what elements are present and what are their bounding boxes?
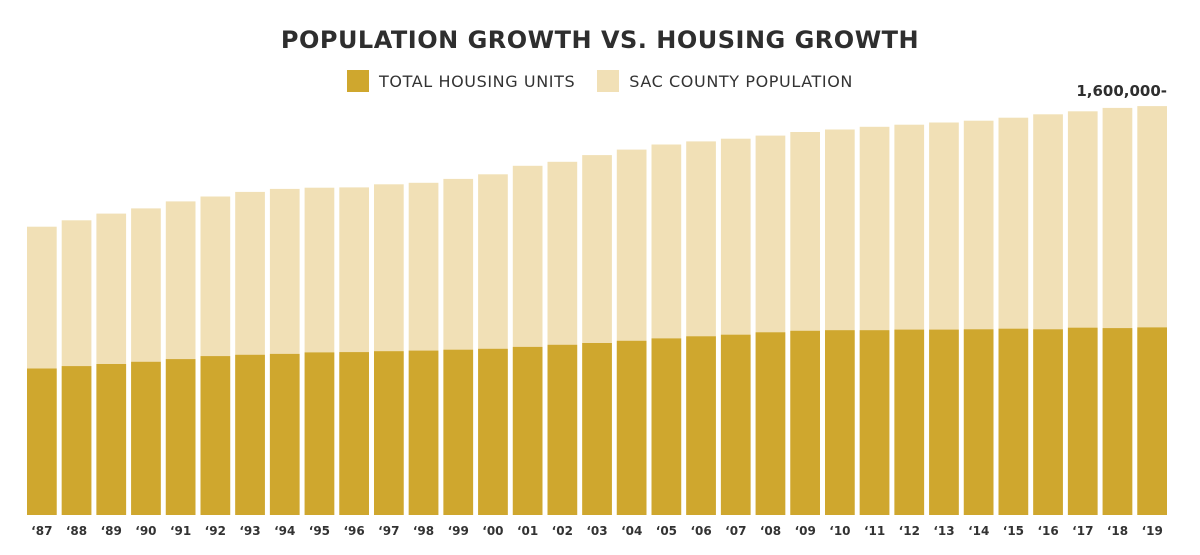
x-tick-label: ‘97 bbox=[378, 524, 399, 538]
bar-housing bbox=[408, 350, 439, 515]
x-tick-label: ‘05 bbox=[656, 524, 677, 538]
x-tick-label: ‘99 bbox=[448, 524, 469, 538]
bar-housing bbox=[61, 366, 92, 515]
x-tick-label: ‘98 bbox=[413, 524, 434, 538]
x-tick-label: ‘89 bbox=[101, 524, 122, 538]
chart-title: POPULATION GROWTH VS. HOUSING GROWTH bbox=[280, 26, 920, 54]
bar-housing bbox=[894, 329, 925, 515]
x-tick-label: ‘88 bbox=[66, 524, 87, 538]
bar-housing bbox=[269, 353, 300, 515]
x-tick-label: ‘16 bbox=[1037, 524, 1058, 538]
bar-housing bbox=[304, 352, 335, 515]
x-tick-label: ‘87 bbox=[31, 524, 52, 538]
bar-housing bbox=[165, 359, 196, 515]
bar-housing bbox=[1067, 327, 1098, 515]
x-tick-label: ‘92 bbox=[205, 524, 226, 538]
legend-item-population: SAC COUNTY POPULATION bbox=[597, 70, 853, 92]
bar-housing bbox=[825, 330, 855, 515]
x-tick-label: ‘19 bbox=[1142, 524, 1163, 538]
legend-swatch-housing bbox=[347, 70, 370, 92]
bar-housing bbox=[235, 354, 265, 515]
bar-housing bbox=[963, 329, 994, 515]
x-tick-label: ‘06 bbox=[690, 524, 711, 538]
x-tick-label: ‘90 bbox=[135, 524, 156, 538]
x-tick-label: ‘96 bbox=[343, 524, 364, 538]
x-tick-label: ‘08 bbox=[760, 524, 781, 538]
x-tick-label: ‘01 bbox=[517, 524, 538, 538]
legend-item-housing: TOTAL HOUSING UNITS bbox=[347, 70, 575, 92]
bar-housing bbox=[755, 332, 786, 515]
bar-housing bbox=[512, 346, 543, 515]
bar-housing bbox=[651, 338, 682, 515]
bar-housing bbox=[478, 348, 508, 515]
x-tick-label: ‘11 bbox=[864, 524, 885, 538]
x-tick-label: ‘13 bbox=[933, 524, 954, 538]
x-tick-label: ‘15 bbox=[1003, 524, 1024, 538]
bar-housing bbox=[339, 352, 369, 515]
bar-housing bbox=[582, 343, 612, 515]
x-tick-label: ‘10 bbox=[829, 524, 850, 538]
x-tick-label: ‘91 bbox=[170, 524, 191, 538]
bar-housing bbox=[790, 330, 820, 515]
bar-housing bbox=[1137, 327, 1167, 515]
bar-housing bbox=[27, 368, 57, 515]
x-tick-label: ‘02 bbox=[552, 524, 573, 538]
x-tick-label: ‘04 bbox=[621, 524, 642, 538]
x-tick-label: ‘95 bbox=[309, 524, 330, 538]
x-tick-label: ‘00 bbox=[482, 524, 503, 538]
legend-label-population: SAC COUNTY POPULATION bbox=[629, 71, 853, 91]
bar-housing bbox=[998, 328, 1029, 515]
bar-housing bbox=[200, 356, 231, 515]
bar-housing bbox=[720, 334, 751, 515]
legend-label-housing: TOTAL HOUSING UNITS bbox=[379, 71, 576, 91]
x-tick-label: ‘94 bbox=[274, 524, 295, 538]
bar-housing bbox=[686, 336, 716, 515]
bar-housing bbox=[547, 344, 578, 515]
bar-housing bbox=[616, 340, 647, 515]
x-tick-label: ‘17 bbox=[1072, 524, 1093, 538]
bar-housing bbox=[374, 351, 404, 515]
bar-housing bbox=[1033, 329, 1063, 515]
x-tick-label: ‘93 bbox=[239, 524, 260, 538]
x-tick-label: ‘18 bbox=[1107, 524, 1128, 538]
chart-legend: TOTAL HOUSING UNITS SAC COUNTY POPULATIO… bbox=[0, 70, 1200, 92]
bar-housing bbox=[96, 364, 127, 515]
x-tick-label: ‘03 bbox=[586, 524, 607, 538]
bar-housing bbox=[131, 361, 161, 515]
x-tick-label: ‘07 bbox=[725, 524, 746, 538]
x-tick-label: ‘14 bbox=[968, 524, 989, 538]
bar-housing bbox=[443, 349, 474, 515]
x-tick-label: ‘12 bbox=[899, 524, 920, 538]
x-tick-label: ‘09 bbox=[795, 524, 816, 538]
bar-housing bbox=[1102, 328, 1133, 515]
peak-value-label: 1,600,000- bbox=[1076, 82, 1167, 100]
legend-swatch-population bbox=[597, 70, 620, 92]
bar-housing bbox=[929, 329, 959, 515]
bar-housing bbox=[859, 330, 890, 515]
